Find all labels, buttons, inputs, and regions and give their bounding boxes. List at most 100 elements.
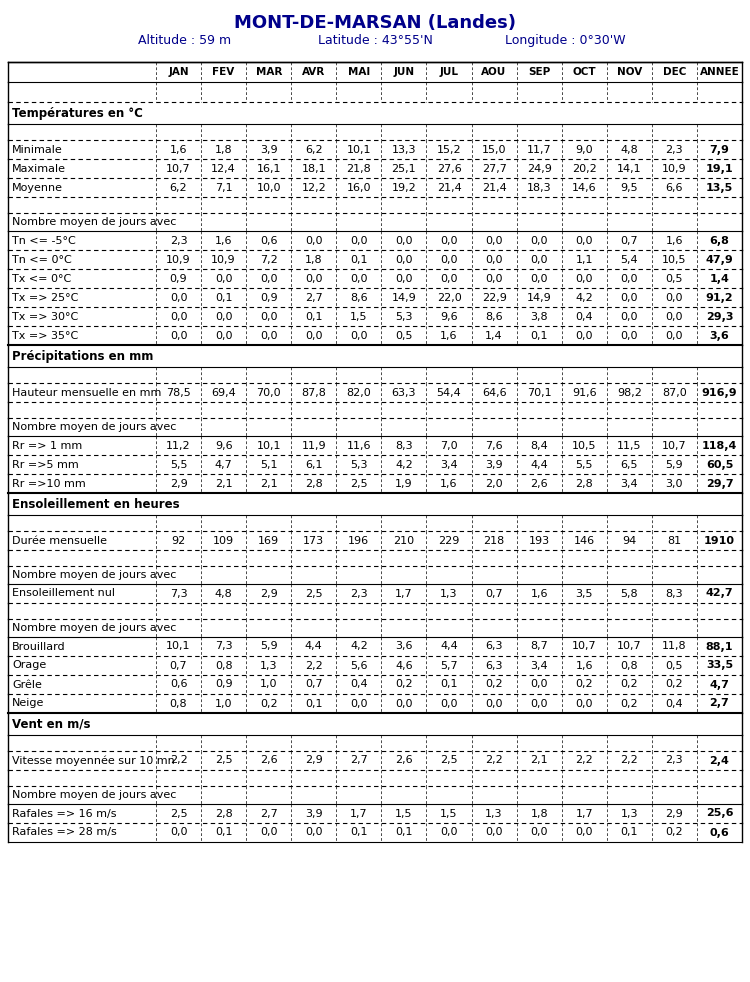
- Text: 0,0: 0,0: [260, 828, 278, 838]
- Text: 0,0: 0,0: [440, 274, 458, 284]
- Text: 10,9: 10,9: [166, 254, 190, 264]
- Text: AOU: AOU: [482, 67, 507, 77]
- Text: 7,2: 7,2: [260, 254, 278, 264]
- Text: 1,7: 1,7: [350, 808, 368, 819]
- Text: 2,9: 2,9: [170, 478, 188, 488]
- Text: Longitude : 0°30'W: Longitude : 0°30'W: [505, 34, 626, 47]
- Text: 8,3: 8,3: [665, 588, 683, 598]
- Text: 1,7: 1,7: [575, 808, 593, 819]
- Text: 16,1: 16,1: [256, 163, 281, 174]
- Text: 0,0: 0,0: [575, 828, 593, 838]
- Text: 0,0: 0,0: [350, 331, 368, 341]
- Text: MONT-DE-MARSAN (Landes): MONT-DE-MARSAN (Landes): [234, 14, 516, 32]
- Text: 0,0: 0,0: [485, 274, 502, 284]
- Text: 18,1: 18,1: [302, 163, 326, 174]
- Text: 87,8: 87,8: [302, 388, 326, 398]
- Text: 4,2: 4,2: [395, 460, 412, 469]
- Text: 0,9: 0,9: [260, 293, 278, 302]
- Text: 0,0: 0,0: [666, 331, 683, 341]
- Text: Nombre moyen de jours avec: Nombre moyen de jours avec: [12, 623, 176, 633]
- Text: 69,4: 69,4: [211, 388, 236, 398]
- Text: Précipitations en mm: Précipitations en mm: [12, 350, 153, 362]
- Text: 0,0: 0,0: [485, 698, 502, 708]
- Text: 210: 210: [393, 535, 415, 545]
- Text: Minimale: Minimale: [12, 144, 63, 154]
- Text: 10,7: 10,7: [617, 641, 641, 651]
- Text: 5,6: 5,6: [350, 661, 368, 671]
- Text: 0,0: 0,0: [620, 311, 638, 321]
- Text: 1910: 1910: [704, 535, 735, 545]
- Text: 0,0: 0,0: [305, 236, 322, 246]
- Text: 15,2: 15,2: [436, 144, 461, 154]
- Text: 25,1: 25,1: [392, 163, 416, 174]
- Text: 14,9: 14,9: [526, 293, 551, 302]
- Text: 2,6: 2,6: [395, 755, 412, 766]
- Text: 10,7: 10,7: [166, 163, 190, 174]
- Text: MAR: MAR: [256, 67, 282, 77]
- Text: 8,3: 8,3: [395, 441, 412, 451]
- Text: 5,9: 5,9: [260, 641, 278, 651]
- Text: 2,7: 2,7: [350, 755, 368, 766]
- Text: 2,2: 2,2: [305, 661, 322, 671]
- Text: 0,8: 0,8: [170, 698, 188, 708]
- Text: 0,0: 0,0: [214, 331, 232, 341]
- Text: 2,4: 2,4: [710, 755, 730, 766]
- Text: 0,1: 0,1: [305, 311, 322, 321]
- Text: 21,4: 21,4: [482, 183, 506, 192]
- Text: 0,9: 0,9: [214, 680, 232, 689]
- Text: 54,4: 54,4: [436, 388, 461, 398]
- Text: 19,2: 19,2: [392, 183, 416, 192]
- Text: 193: 193: [529, 535, 550, 545]
- Text: 0,0: 0,0: [170, 293, 188, 302]
- Text: 2,7: 2,7: [305, 293, 322, 302]
- Text: 2,2: 2,2: [575, 755, 593, 766]
- Text: Tx => 25°C: Tx => 25°C: [12, 293, 78, 302]
- Text: 8,6: 8,6: [350, 293, 368, 302]
- Text: 2,2: 2,2: [170, 755, 188, 766]
- Text: 6,6: 6,6: [666, 183, 683, 192]
- Text: 6,2: 6,2: [305, 144, 322, 154]
- Text: 0,0: 0,0: [395, 254, 412, 264]
- Text: 1,6: 1,6: [170, 144, 188, 154]
- Text: 10,7: 10,7: [662, 441, 687, 451]
- Text: 42,7: 42,7: [706, 588, 734, 598]
- Text: 0,0: 0,0: [530, 236, 548, 246]
- Text: 0,0: 0,0: [620, 331, 638, 341]
- Text: 21,4: 21,4: [436, 183, 461, 192]
- Text: Maximale: Maximale: [12, 163, 66, 174]
- Text: Nombre moyen de jours avec: Nombre moyen de jours avec: [12, 570, 176, 580]
- Text: 0,2: 0,2: [395, 680, 412, 689]
- Text: 0,0: 0,0: [530, 254, 548, 264]
- Text: 12,2: 12,2: [302, 183, 326, 192]
- Text: AVR: AVR: [302, 67, 326, 77]
- Text: 10,0: 10,0: [256, 183, 281, 192]
- Text: 8,7: 8,7: [530, 641, 548, 651]
- Text: 13,5: 13,5: [706, 183, 733, 192]
- Text: 10,1: 10,1: [166, 641, 190, 651]
- Text: 0,1: 0,1: [620, 828, 638, 838]
- Text: Tn <= -5°C: Tn <= -5°C: [12, 236, 76, 246]
- Text: 0,0: 0,0: [395, 698, 412, 708]
- Text: 2,9: 2,9: [305, 755, 322, 766]
- Text: 11,6: 11,6: [346, 441, 371, 451]
- Text: 0,1: 0,1: [350, 254, 368, 264]
- Text: 0,8: 0,8: [620, 661, 638, 671]
- Text: 0,0: 0,0: [440, 698, 458, 708]
- Text: 0,4: 0,4: [350, 680, 368, 689]
- Text: 0,2: 0,2: [620, 698, 638, 708]
- Text: 6,3: 6,3: [485, 661, 502, 671]
- Text: 0,8: 0,8: [214, 661, 232, 671]
- Text: 3,4: 3,4: [620, 478, 638, 488]
- Text: 1,9: 1,9: [395, 478, 412, 488]
- Text: 196: 196: [348, 535, 370, 545]
- Text: Vent en m/s: Vent en m/s: [12, 718, 91, 731]
- Text: Latitude : 43°55'N: Latitude : 43°55'N: [317, 34, 433, 47]
- Text: 0,0: 0,0: [440, 828, 458, 838]
- Text: 0,0: 0,0: [485, 254, 502, 264]
- Text: 5,8: 5,8: [620, 588, 638, 598]
- Text: 0,0: 0,0: [395, 274, 412, 284]
- Text: OCT: OCT: [572, 67, 596, 77]
- Text: 7,3: 7,3: [170, 588, 188, 598]
- Text: 78,5: 78,5: [166, 388, 191, 398]
- Text: 29,3: 29,3: [706, 311, 734, 321]
